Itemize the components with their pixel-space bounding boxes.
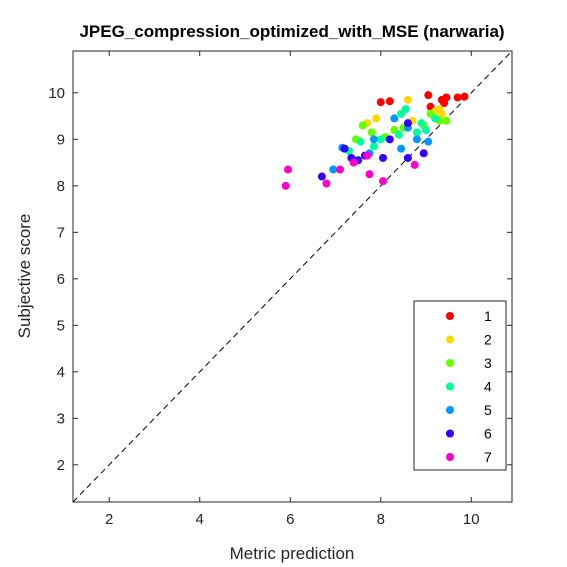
data-point-series-3 — [367, 128, 376, 137]
legend-marker — [446, 406, 454, 414]
y-tick-label: 3 — [57, 410, 65, 427]
data-point-series-1 — [385, 97, 394, 106]
data-point-series-7 — [349, 158, 358, 167]
reference-diagonal — [72, 50, 513, 503]
axis-ticks: 2 4 6 8 10 2 3 4 5 6 7 8 9 10 — [48, 51, 512, 528]
data-point-series-4 — [369, 142, 378, 151]
data-point-series-1 — [376, 98, 385, 107]
y-tick-label: 7 — [57, 224, 65, 241]
data-points — [281, 91, 469, 190]
data-point-series-6 — [379, 153, 388, 162]
x-tick-label: 8 — [377, 511, 385, 528]
legend-label: 2 — [484, 332, 492, 348]
x-tick-label: 6 — [286, 511, 294, 528]
data-point-series-4 — [412, 128, 421, 137]
x-axis-label: Metric prediction — [230, 544, 355, 563]
data-point-series-1 — [460, 92, 469, 101]
data-point-series-1 — [453, 93, 462, 102]
data-point-series-6 — [385, 135, 394, 144]
y-tick-label: 5 — [57, 317, 65, 334]
chart-title: JPEG_compression_optimized_with_MSE (nar… — [79, 22, 504, 41]
x-tick-label: 4 — [196, 511, 204, 528]
legend-marker — [446, 382, 454, 391]
legend-label: 3 — [484, 355, 492, 371]
x-tick-label: 2 — [105, 511, 113, 528]
legend-label: 6 — [484, 426, 492, 442]
y-tick-label: 10 — [48, 85, 65, 102]
data-point-series-4 — [431, 114, 440, 123]
data-point-series-4 — [397, 109, 406, 118]
data-point-series-5 — [424, 137, 433, 146]
data-point-series-7 — [283, 165, 292, 174]
data-point-series-5 — [329, 165, 338, 174]
data-point-series-3 — [442, 116, 451, 125]
legend-label: 7 — [484, 449, 492, 465]
data-point-series-6 — [317, 172, 326, 181]
x-tick-label: 10 — [463, 511, 480, 528]
y-tick-label: 9 — [57, 131, 65, 148]
data-point-series-6 — [340, 144, 349, 153]
data-point-series-7 — [363, 151, 372, 160]
data-point-series-4 — [376, 135, 385, 144]
legend-label: 4 — [484, 379, 492, 395]
y-tick-label: 8 — [57, 178, 65, 195]
data-point-series-7 — [281, 181, 290, 190]
data-point-series-5 — [390, 114, 399, 123]
data-point-series-5 — [397, 144, 406, 153]
y-tick-label: 6 — [57, 271, 65, 288]
data-point-series-2 — [403, 95, 412, 104]
legend-label: 1 — [484, 308, 492, 324]
legend-marker — [446, 312, 454, 320]
data-point-series-6 — [403, 153, 412, 162]
data-point-series-4 — [422, 126, 431, 135]
data-point-series-7 — [322, 179, 331, 188]
legend-marker — [446, 359, 454, 367]
y-tick-label: 4 — [57, 364, 65, 381]
data-point-series-5 — [412, 135, 421, 144]
legend: 1 2 3 4 5 6 7 — [413, 300, 507, 471]
data-point-series-3 — [358, 121, 367, 130]
data-point-series-7 — [379, 177, 388, 186]
y-tick-label: 2 — [57, 457, 65, 474]
data-point-series-5 — [369, 135, 378, 144]
data-point-series-2 — [372, 114, 381, 123]
legend-marker — [446, 429, 454, 438]
data-point-series-4 — [417, 119, 426, 128]
data-point-series-2 — [437, 109, 446, 118]
legend-label: 5 — [484, 402, 492, 418]
data-point-series-6 — [419, 149, 428, 158]
data-point-series-7 — [336, 165, 345, 174]
legend-marker — [446, 335, 454, 344]
legend-marker — [446, 453, 454, 461]
data-point-series-6 — [403, 119, 412, 128]
data-point-series-7 — [410, 160, 419, 169]
data-point-series-1 — [440, 99, 449, 108]
data-point-series-7 — [365, 170, 374, 179]
data-point-series-1 — [424, 91, 433, 100]
data-point-series-4 — [356, 137, 365, 146]
data-point-series-4 — [394, 130, 403, 139]
y-axis-label: Subjective score — [15, 214, 34, 339]
legend-box — [413, 300, 507, 471]
